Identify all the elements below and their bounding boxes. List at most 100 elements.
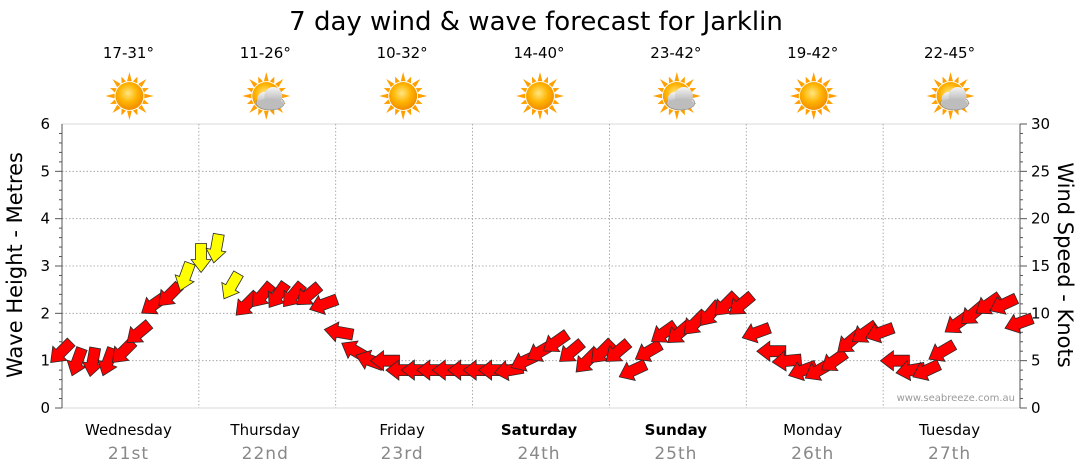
y-tick-right-label: 15: [1031, 257, 1050, 275]
temperature-label: 10-32°: [377, 44, 428, 62]
wind-arrow: [97, 346, 119, 377]
sun-ray: [543, 108, 549, 116]
sun-ray: [794, 99, 801, 105]
wind-arrow: [309, 293, 340, 315]
sun-ray: [400, 72, 406, 82]
sun-ray: [121, 108, 126, 116]
y-tick-right-label: 5: [1031, 352, 1041, 370]
sun-ray: [817, 108, 822, 116]
temperature-label: 11-26°: [240, 44, 291, 62]
sun-ray: [931, 87, 938, 93]
sun-ray: [685, 79, 694, 88]
sun-ray: [406, 108, 412, 116]
sun-ray: [144, 93, 154, 99]
sun-ray: [142, 99, 149, 105]
wind-arrow: [741, 322, 772, 344]
sun-ray: [933, 79, 942, 88]
wind-arrow: [252, 280, 277, 308]
sun-ray: [948, 72, 953, 82]
y-tick-left-label: 2: [40, 304, 50, 322]
day-label: Sunday: [645, 421, 708, 439]
sun-ray: [258, 76, 263, 84]
sun-ray: [794, 87, 801, 93]
sun-ray: [537, 72, 543, 82]
sun-ray: [657, 99, 665, 105]
sun-ray: [805, 76, 811, 84]
sun-icon: [789, 72, 838, 120]
sun-ray: [826, 87, 834, 93]
wind-arrow: [283, 280, 307, 308]
sun-ray: [121, 76, 126, 84]
wind-arrow: [912, 359, 942, 381]
y-tick-left-label: 0: [40, 399, 50, 417]
sun-icon: [379, 72, 428, 120]
sun-ray: [531, 108, 537, 116]
sun-ray: [954, 76, 959, 84]
sun-ray: [395, 76, 400, 84]
sun-ray: [531, 76, 537, 84]
sun-ray: [942, 108, 948, 116]
weather-row: 17-31° 11-26° 10-32° 14-40° 23-42° 19-42° 22-4…: [103, 44, 975, 120]
sun-ray: [691, 93, 701, 99]
date-label: 27th: [928, 444, 971, 464]
sun-ray: [652, 93, 663, 99]
sun-rays: [789, 72, 838, 120]
sun-ray: [400, 110, 406, 120]
cloud-part: [667, 98, 694, 110]
wind-arrow: [591, 337, 617, 363]
date-label: 25th: [654, 444, 697, 464]
date-label: 22nd: [242, 444, 289, 464]
y-axis-left-label: Wave Height - Metres: [3, 152, 27, 378]
sun-ray: [281, 93, 291, 99]
temperature-label: 17-31°: [103, 44, 154, 62]
sun-ray: [552, 87, 560, 93]
sun-ray: [110, 87, 117, 93]
wind-arrow: [323, 321, 355, 343]
sun-ray: [822, 104, 831, 113]
sun-ray: [657, 87, 665, 93]
sun-ray: [138, 79, 147, 88]
date-label: 24th: [517, 444, 560, 464]
sun-ray: [674, 110, 680, 120]
sun-ray: [415, 99, 423, 105]
y-tick-right-label: 25: [1031, 162, 1050, 180]
wind-arrow: [66, 346, 88, 377]
sun-ray: [796, 79, 805, 88]
sun-ray: [554, 93, 564, 99]
sun-ray: [668, 108, 674, 116]
sun-ray: [552, 99, 560, 105]
date-label: 21st: [108, 444, 149, 464]
day-label: Monday: [783, 421, 842, 439]
sun-ray: [112, 79, 121, 88]
y-tick-left-label: 3: [40, 257, 50, 275]
wind-arrow: [714, 290, 741, 316]
sun-disc: [526, 82, 554, 110]
cloud-part: [941, 98, 968, 110]
sun-ray: [948, 110, 953, 120]
wind-arrow: [928, 339, 958, 362]
watermark: www.seabreeze.com.au: [897, 393, 1015, 404]
sun-ray: [959, 79, 968, 88]
sun-ray: [386, 104, 395, 113]
sun-ray: [523, 79, 532, 88]
y-tick-right-label: 0: [1031, 399, 1041, 417]
y-tick-left-label: 1: [40, 352, 50, 370]
sun-rays: [379, 72, 428, 120]
sun-ray: [548, 104, 557, 113]
sun-ray: [411, 104, 421, 113]
sun-ray: [269, 76, 275, 84]
chart-title: 7 day wind & wave forecast for Jarklin: [289, 7, 783, 37]
sun-ray: [249, 79, 258, 88]
day-label: Friday: [379, 421, 425, 439]
date-label: 23rd: [381, 444, 424, 464]
wind-arrow: [1004, 312, 1035, 334]
x-axis-day-labels: Wednesday 21st Thursday 22nd Friday 23rd Satur…: [85, 421, 980, 464]
sun-ray: [411, 79, 421, 88]
sun-ray: [249, 104, 258, 113]
sun-ray: [548, 79, 557, 88]
sun-ray: [127, 110, 132, 120]
y-tick-left-label: 6: [40, 115, 50, 133]
wind-arrow: [851, 319, 880, 343]
sun-ray: [680, 108, 685, 116]
sun-ray: [127, 72, 132, 82]
